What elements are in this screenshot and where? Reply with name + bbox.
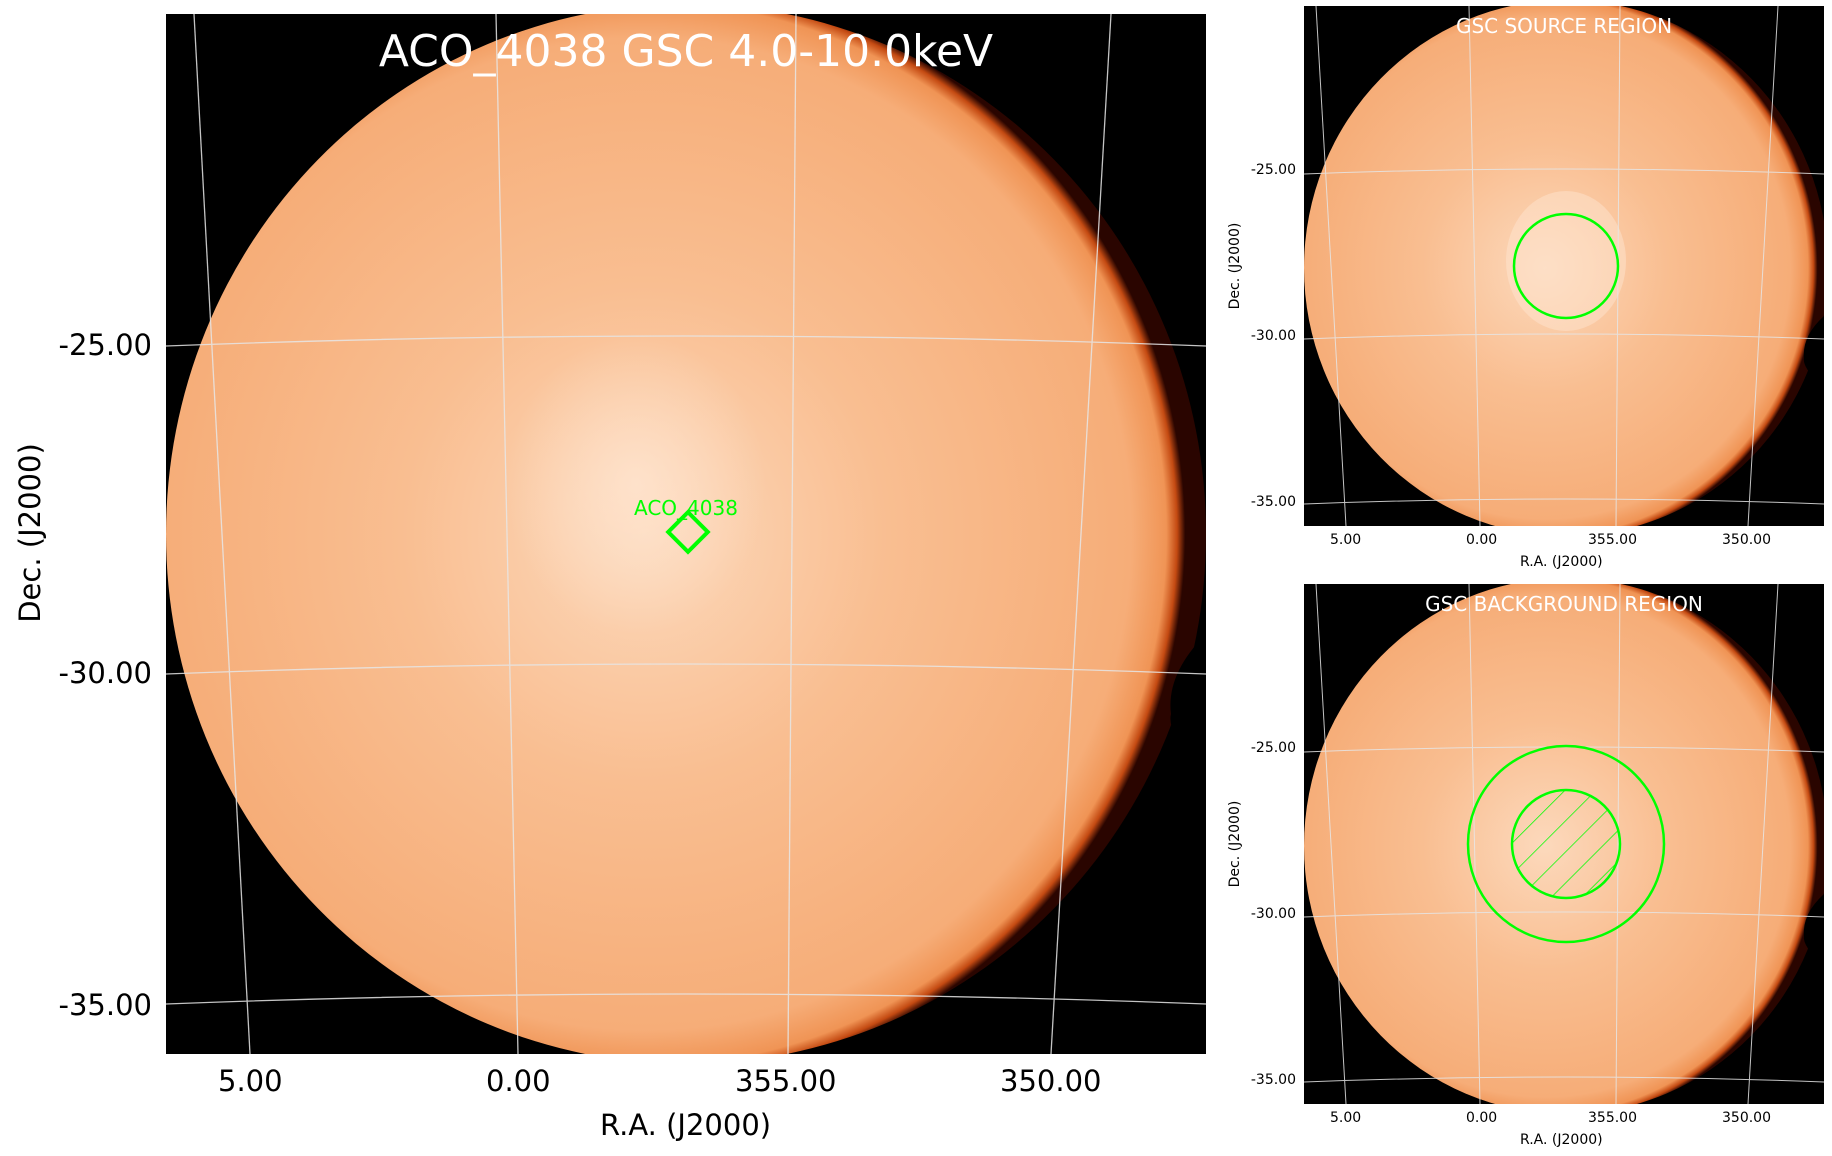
detector-notch [1803,894,1824,966]
source-x-axis-label: R.A. (J2000) [1520,554,1603,570]
detector-notch [1803,316,1824,388]
source-sky-image [1304,6,1824,526]
main-y-tick-label: -25.00 [58,328,153,362]
main-x-tick-label: 0.00 [486,1064,551,1098]
background-x-tick-label: 355.00 [1588,1110,1637,1126]
background-region-panel: GSC BACKGROUND REGION [1304,584,1824,1104]
main-y-tick-label: -35.00 [58,988,153,1022]
coordinate-grid [166,14,1206,1054]
coordinate-grid [1304,6,1824,526]
source-y-tick-label: -30.00 [1250,328,1296,344]
cluster-emission [1506,191,1626,331]
source-y-tick-label: -25.00 [1250,162,1296,178]
main-y-tick-label: -30.00 [58,656,153,690]
background-x-tick-label: 5.00 [1330,1110,1362,1126]
background-y-tick-label: -25.00 [1250,740,1296,756]
main-title: ACO_4038 GSC 4.0-10.0keV [378,26,994,77]
background-outer-circle [1466,744,1666,944]
main-x-tick-label: 350.00 [1000,1064,1102,1098]
background-x-axis-label: R.A. (J2000) [1520,1132,1603,1148]
main-x-tick-label: 355.00 [735,1064,837,1098]
cluster-emission [506,334,766,634]
background-y-tick-label: -35.00 [1250,1072,1296,1088]
main-x-tick-label: 5.00 [218,1064,283,1098]
source-label: ACO_4038 [634,496,738,520]
background-panel-title: GSC BACKGROUND REGION [1425,592,1703,616]
background-excluded-circle [1510,788,1622,900]
background-y-tick-label: -30.00 [1250,906,1296,922]
source-x-tick-label: 355.00 [1588,532,1637,548]
detector-notch [1170,634,1206,774]
source-x-tick-label: 350.00 [1722,532,1771,548]
main-sky-image [166,14,1206,1054]
source-region-panel: GSC SOURCE REGION [1304,6,1824,526]
main-x-axis-label: R.A. (J2000) [600,1108,772,1142]
source-region-circle [1512,212,1620,320]
main-image-panel: ACO_4038 ACO_4038 GSC 4.0-10.0keV [166,14,1206,1054]
source-y-axis-label: Dec. (J2000) [1227,222,1243,310]
background-x-tick-label: 0.00 [1466,1110,1498,1126]
background-sky-image [1304,584,1824,1104]
background-x-tick-label: 350.00 [1722,1110,1771,1126]
source-marker [665,509,711,555]
source-x-tick-label: 5.00 [1330,532,1362,548]
source-y-tick-label: -35.00 [1250,494,1296,510]
source-x-tick-label: 0.00 [1466,532,1498,548]
source-panel-title: GSC SOURCE REGION [1455,14,1673,38]
background-y-axis-label: Dec. (J2000) [1227,800,1243,888]
detector-disk [1304,6,1824,526]
main-y-axis-label: Dec. (J2000) [13,443,47,623]
